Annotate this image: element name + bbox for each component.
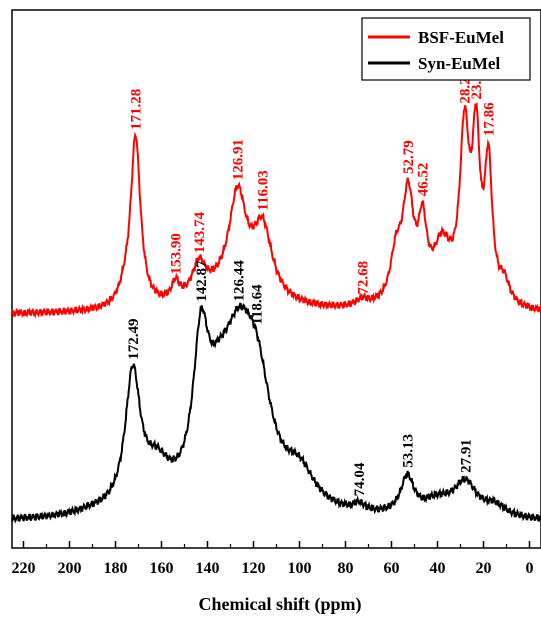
peak-label: 126.44 bbox=[232, 260, 248, 302]
peak-label: 116.03 bbox=[256, 170, 272, 210]
x-tick-label: 80 bbox=[338, 560, 354, 577]
series-line-syn-eumel bbox=[11, 302, 541, 524]
x-axis-ticks: 220 200 180 160 140 120 100 80 60 40 20 0 bbox=[12, 541, 534, 577]
x-tick-label: 180 bbox=[104, 560, 128, 577]
peak-label: 142.87 bbox=[194, 260, 210, 302]
peak-label: 143.74 bbox=[192, 212, 208, 254]
peak-label: 172.49 bbox=[126, 318, 142, 359]
spectra-group bbox=[11, 101, 541, 524]
peak-label: 46.52 bbox=[416, 163, 432, 197]
series-line-bsf-eumel bbox=[11, 101, 541, 319]
x-axis-label: Chemical shift (ppm) bbox=[199, 594, 362, 615]
legend: BSF-EuMel Syn-EuMel bbox=[361, 17, 531, 81]
peak-label: 171.28 bbox=[129, 89, 145, 130]
peak-label: 17.86 bbox=[481, 102, 497, 136]
legend-label: Syn-EuMel bbox=[418, 54, 500, 73]
x-tick-label: 60 bbox=[384, 560, 400, 577]
peak-label: 53.13 bbox=[400, 434, 416, 468]
x-tick-label: 100 bbox=[288, 560, 312, 577]
peak-label: 126.91 bbox=[231, 139, 247, 180]
peak-label: 153.90 bbox=[169, 233, 185, 274]
peak-label: 118.64 bbox=[250, 284, 266, 325]
peak-label: 74.04 bbox=[352, 462, 368, 496]
peak-label: 72.68 bbox=[355, 261, 371, 295]
x-tick-label: 140 bbox=[196, 560, 220, 577]
x-tick-label: 120 bbox=[242, 560, 266, 577]
legend-box bbox=[361, 17, 531, 81]
x-tick-label: 40 bbox=[430, 560, 446, 577]
x-tick-label: 220 bbox=[12, 560, 36, 577]
x-tick-label: 20 bbox=[476, 560, 492, 577]
peak-label: 52.79 bbox=[401, 140, 417, 174]
peak-label: 27.91 bbox=[458, 439, 474, 473]
peak-labels: 171.28 153.90 143.74 126.91 116.03 72.68 52.79… bbox=[126, 66, 498, 497]
x-tick-label: 0 bbox=[526, 560, 534, 577]
x-tick-label: 200 bbox=[58, 560, 82, 577]
legend-label: BSF-EuMel bbox=[418, 28, 504, 47]
x-tick-label: 160 bbox=[150, 560, 174, 577]
